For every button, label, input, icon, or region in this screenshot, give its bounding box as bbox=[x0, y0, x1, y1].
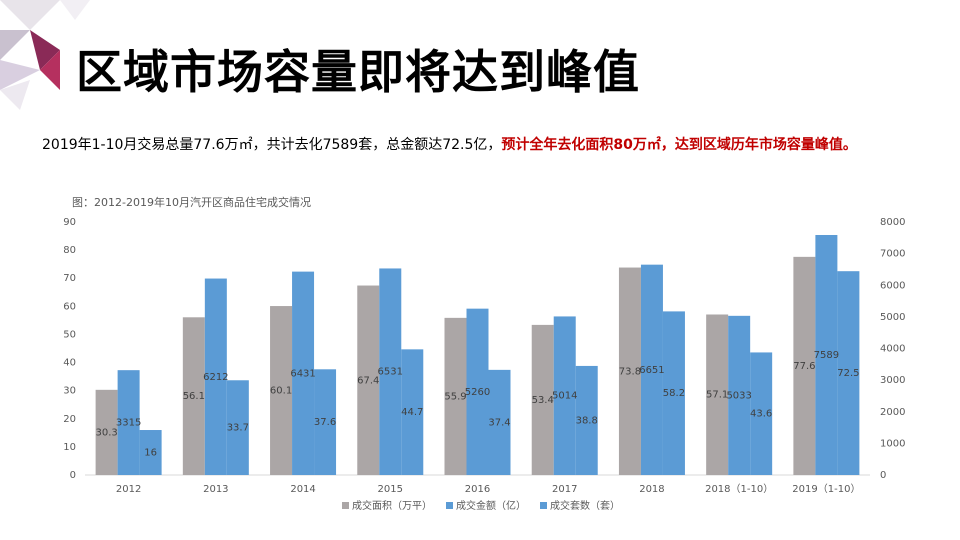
y2-tick-label: 4000 bbox=[880, 344, 905, 355]
y-tick-label: 30 bbox=[63, 386, 76, 397]
bar bbox=[618, 267, 641, 475]
data-label: 55.9 bbox=[444, 391, 466, 402]
x-tick-label: 2019（1-10） bbox=[792, 483, 860, 495]
bar bbox=[793, 256, 816, 475]
bar bbox=[815, 234, 838, 475]
data-label: 6531 bbox=[378, 367, 403, 378]
y-tick-label: 90 bbox=[63, 217, 76, 228]
y2-tick-label: 6000 bbox=[880, 280, 905, 291]
bar bbox=[662, 311, 685, 475]
y-tick-label: 20 bbox=[63, 414, 76, 425]
x-tick-label: 2018（1-10） bbox=[705, 483, 773, 495]
bar bbox=[750, 352, 773, 475]
data-label: 3315 bbox=[116, 418, 141, 429]
decoration bbox=[0, 0, 90, 110]
x-tick-label: 2012 bbox=[116, 484, 141, 495]
legend-swatch bbox=[540, 502, 547, 509]
y2-tick-label: 0 bbox=[880, 470, 886, 481]
bar bbox=[379, 268, 402, 475]
y-tick-label: 50 bbox=[63, 329, 76, 340]
bar bbox=[95, 389, 118, 475]
y2-tick-label: 7000 bbox=[880, 249, 905, 260]
data-label: 57.1 bbox=[706, 390, 728, 401]
bar bbox=[117, 370, 140, 475]
data-label: 60.1 bbox=[270, 386, 292, 397]
data-label: 16 bbox=[144, 448, 157, 459]
bar bbox=[728, 315, 751, 475]
x-tick-label: 2017 bbox=[552, 484, 577, 495]
data-label: 30.3 bbox=[95, 427, 117, 438]
y2-tick-label: 8000 bbox=[880, 217, 905, 228]
bar bbox=[401, 349, 424, 475]
legend-label: 成交面积（万平） bbox=[352, 499, 432, 512]
y-tick-label: 60 bbox=[63, 301, 76, 312]
y-tick-label: 80 bbox=[63, 245, 76, 256]
bar bbox=[531, 324, 554, 475]
data-label: 58.2 bbox=[663, 388, 685, 399]
page-title: 区域市场容量即将达到峰值 bbox=[76, 45, 640, 99]
data-label: 67.4 bbox=[357, 375, 379, 386]
legend-swatch bbox=[446, 502, 453, 509]
bar bbox=[466, 308, 489, 475]
bar bbox=[488, 369, 511, 475]
y-tick-label: 10 bbox=[63, 442, 76, 453]
bar bbox=[204, 278, 227, 475]
data-label: 7589 bbox=[814, 350, 839, 361]
bar bbox=[357, 285, 380, 475]
legend-swatch bbox=[342, 502, 349, 509]
x-tick-label: 2018 bbox=[639, 484, 664, 495]
data-label: 77.6 bbox=[793, 361, 815, 372]
summary-highlight: 预计全年去化面积80万㎡，达到区域历年市场容量峰值。 bbox=[501, 137, 857, 153]
x-tick-label: 2013 bbox=[203, 484, 228, 495]
data-label: 53.4 bbox=[532, 395, 554, 406]
y-tick-label: 70 bbox=[63, 273, 76, 284]
bar bbox=[314, 369, 337, 475]
data-label: 33.7 bbox=[227, 423, 249, 434]
data-label: 56.1 bbox=[183, 391, 205, 402]
data-label: 5260 bbox=[465, 387, 490, 398]
summary: 2019年1-10月交易总量77.6万㎡，共计去化7589套，总金额达72.5亿… bbox=[42, 134, 954, 156]
data-label: 6212 bbox=[203, 372, 228, 383]
y2-tick-label: 3000 bbox=[880, 375, 905, 386]
bar bbox=[553, 316, 576, 475]
bar bbox=[292, 271, 315, 475]
x-tick-label: 2014 bbox=[290, 484, 315, 495]
y2-tick-label: 5000 bbox=[880, 312, 905, 323]
bar bbox=[270, 306, 293, 475]
legend-label: 成交套数（套） bbox=[550, 499, 620, 512]
bar bbox=[640, 264, 663, 475]
data-label: 43.6 bbox=[750, 409, 772, 420]
y-tick-label: 0 bbox=[70, 470, 76, 481]
legend-label: 成交金额（亿） bbox=[456, 499, 526, 512]
data-label: 5033 bbox=[726, 390, 751, 401]
summary-text: 2019年1-10月交易总量77.6万㎡，共计去化7589套，总金额达72.5亿… bbox=[42, 137, 502, 153]
data-label: 5014 bbox=[552, 391, 577, 402]
bar bbox=[226, 380, 249, 475]
x-tick-label: 2015 bbox=[378, 484, 403, 495]
y2-tick-label: 2000 bbox=[880, 407, 905, 418]
y2-tick-label: 1000 bbox=[880, 438, 905, 449]
data-label: 72.5 bbox=[837, 368, 859, 379]
data-label: 37.4 bbox=[488, 417, 510, 428]
bar bbox=[182, 317, 205, 475]
x-tick-label: 2016 bbox=[465, 484, 490, 495]
data-label: 38.8 bbox=[576, 415, 598, 426]
bar bbox=[837, 271, 860, 475]
data-label: 73.8 bbox=[619, 366, 641, 377]
data-label: 37.6 bbox=[314, 417, 336, 428]
data-label: 6651 bbox=[639, 365, 664, 376]
y-tick-label: 40 bbox=[63, 358, 76, 369]
data-label: 6431 bbox=[290, 368, 315, 379]
bar bbox=[139, 430, 162, 475]
chart-title: 图：2012-2019年10月汽开区商品住宅成交情况 bbox=[72, 195, 311, 209]
bar bbox=[444, 317, 467, 475]
bar bbox=[706, 314, 729, 475]
data-label: 44.7 bbox=[401, 407, 423, 418]
bar bbox=[575, 365, 598, 475]
